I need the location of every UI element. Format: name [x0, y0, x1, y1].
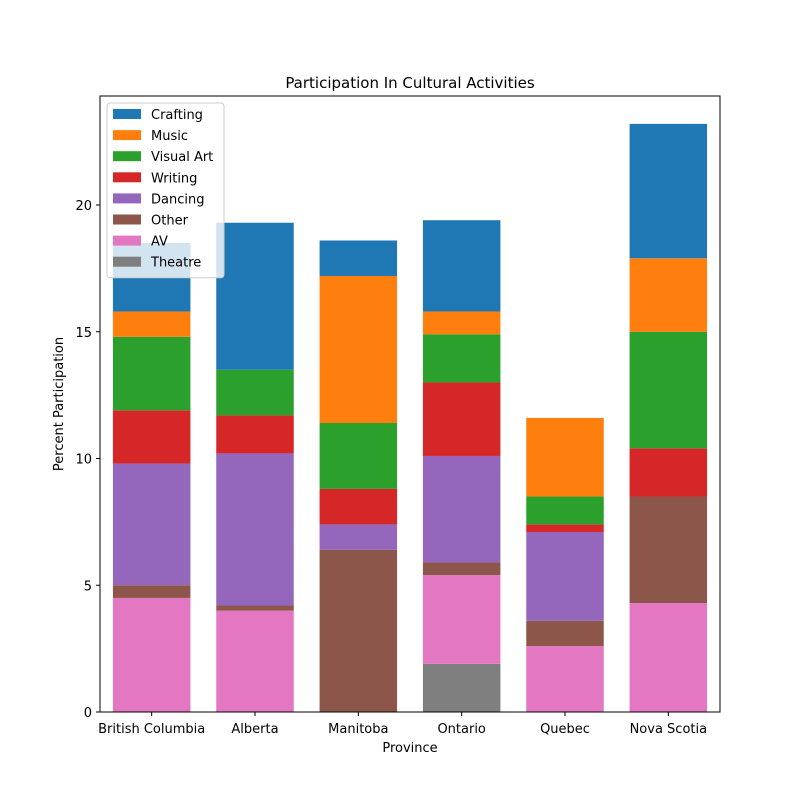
x-tick-label: Nova Scotia — [630, 722, 708, 737]
legend: Crafting Music Visual Art Writing Dancing Oth… — [106, 102, 225, 279]
bar-segment — [526, 417, 604, 497]
bar-segment — [629, 496, 708, 603]
y-tick-label: 5 — [84, 579, 92, 594]
bar-segment — [112, 336, 191, 411]
legend-box — [106, 102, 225, 279]
bar-segment — [422, 334, 501, 383]
legend-swatch — [113, 130, 141, 141]
bar-segment — [629, 258, 708, 332]
bar-segment — [216, 222, 294, 370]
bar-segment — [319, 275, 398, 424]
bar-segment — [216, 369, 294, 416]
bar-segment — [319, 488, 398, 525]
plot-frame — [99, 95, 721, 713]
bar-segment — [629, 448, 708, 497]
bar-segment — [526, 496, 604, 525]
bar-segment — [422, 455, 501, 563]
bar-segment — [526, 646, 604, 712]
bar-segment — [216, 610, 294, 712]
legend-swatch — [113, 214, 141, 225]
bar-segment — [526, 524, 604, 533]
bar-segment — [422, 382, 501, 456]
bar-segment — [422, 663, 501, 712]
y-axis: 0 5 10 15 20 — [75, 199, 100, 721]
legend-swatch — [113, 193, 141, 204]
legend-label: Other — [151, 214, 189, 229]
legend-swatch — [113, 235, 141, 246]
bar-segment — [629, 602, 708, 712]
x-tick-label: British Columbia — [98, 722, 205, 737]
bar-segment — [319, 240, 398, 276]
bar-segment — [112, 410, 191, 464]
bar-segment — [216, 415, 294, 454]
bar-segment — [112, 597, 191, 712]
legend-swatch — [113, 256, 141, 267]
y-tick-label: 20 — [75, 199, 92, 214]
bar-segment — [422, 220, 501, 312]
bars-group — [112, 123, 708, 712]
legend-label: AV — [151, 235, 168, 250]
x-tick-label: Quebec — [540, 722, 590, 737]
bar-segment — [112, 463, 191, 586]
legend-label: Theatre — [150, 256, 201, 271]
x-tick-label: Alberta — [231, 722, 278, 737]
bar-segment — [216, 453, 294, 606]
y-axis-label: Percent Participation — [52, 337, 67, 471]
y-tick-label: 10 — [75, 453, 92, 468]
legend-label: Writing — [151, 171, 197, 186]
x-axis: British Columbia Alberta Manitoba Ontario Qu… — [98, 712, 707, 737]
legend-label: Visual Art — [151, 150, 213, 165]
bar-segment — [319, 423, 398, 489]
legend-label: Dancing — [151, 192, 204, 207]
x-tick-label: Manitoba — [328, 722, 388, 737]
bar-segment — [319, 549, 398, 712]
chart-title: Participation In Cultural Activities — [285, 74, 535, 92]
x-axis-label: Province — [382, 741, 437, 756]
legend-label: Crafting — [151, 108, 203, 123]
bar-segment — [526, 532, 604, 621]
legend-label: Music — [151, 129, 188, 144]
x-tick-label: Ontario — [437, 722, 485, 737]
y-tick-label: 0 — [84, 706, 92, 721]
y-tick-label: 15 — [75, 326, 92, 341]
bar-segment — [629, 331, 708, 449]
bar-segment — [422, 575, 501, 664]
bar-segment — [112, 585, 191, 598]
bar-segment — [526, 620, 604, 647]
bar-segment — [629, 123, 708, 259]
bar-segment — [422, 562, 501, 576]
bar-segment — [112, 311, 191, 337]
legend-swatch — [113, 151, 141, 162]
bar-segment — [422, 311, 501, 335]
legend-swatch — [113, 172, 141, 183]
bar-segment — [216, 605, 294, 611]
legend-swatch — [113, 109, 141, 119]
bar-segment — [319, 524, 398, 550]
